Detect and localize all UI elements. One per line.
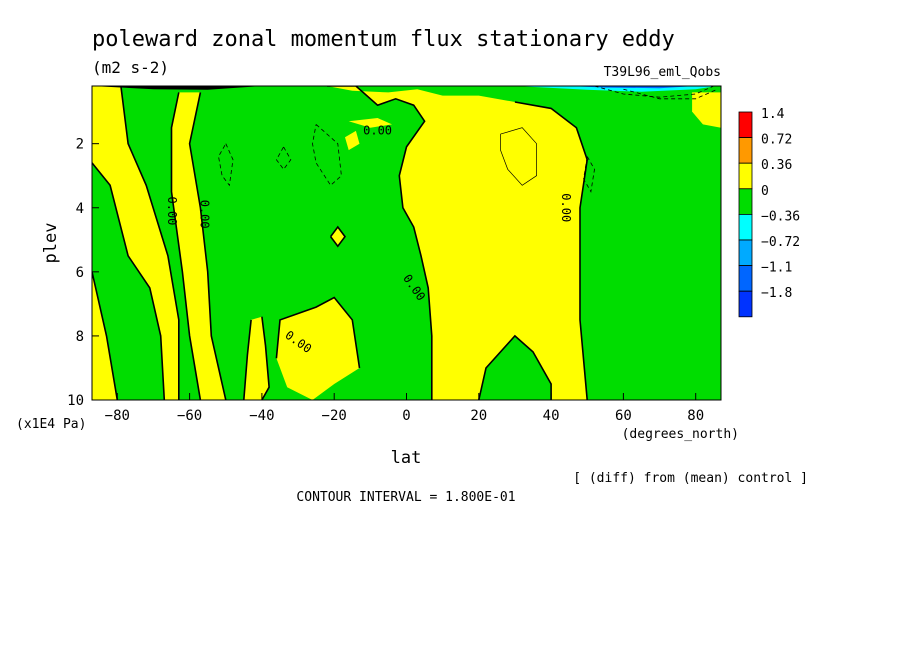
- y-tick-label-3: 8: [76, 329, 84, 345]
- legend-level-7: −1.8: [761, 286, 792, 301]
- x-tick-label-3: −20: [322, 408, 347, 424]
- chart-title: poleward zonal momentum flux stationary …: [92, 27, 675, 52]
- contour-line-11: [329, 225, 347, 248]
- y-tick-label-0: 2: [76, 137, 84, 153]
- legend-swatch-4: [738, 213, 753, 241]
- x-tick-label-1: −60: [177, 408, 202, 424]
- contour-line-12: [218, 143, 234, 187]
- legend-swatch-1: [738, 137, 753, 164]
- contour-label-1: 0.00: [165, 197, 179, 226]
- plot-area: 0.000.00 0.00 0.000.000.00: [91, 85, 722, 401]
- footnote: [ (diff) from (mean) control ]: [573, 471, 808, 486]
- surface-band: [92, 86, 718, 92]
- legend-level-0: 1.4: [761, 107, 785, 122]
- contour-label-3: 0.00: [559, 193, 573, 222]
- legend-level-3: 0: [761, 184, 769, 199]
- x-tick-label-6: 40: [543, 408, 560, 424]
- x-tick-label-5: 20: [470, 408, 487, 424]
- y-tick-label-1: 4: [76, 201, 84, 217]
- chart-units: (m2 s-2): [92, 58, 169, 77]
- legend-level-1: 0.72: [761, 133, 792, 148]
- contour-line-10: [514, 101, 589, 400]
- y-tick-label-4: 10: [67, 393, 84, 409]
- contour-line-18: [500, 127, 537, 186]
- contour-line-3: [188, 92, 227, 400]
- contour-line-7: [243, 319, 252, 400]
- legend-swatch-0: [738, 111, 753, 139]
- experiment-label: T39L96_eml_Qobs: [604, 65, 721, 80]
- y-axis-label: plev: [41, 223, 61, 264]
- legend-swatch-3: [738, 188, 753, 215]
- positive-region-5: [327, 86, 588, 400]
- legend-swatch-7: [738, 290, 753, 318]
- contour-lines: [92, 86, 718, 400]
- x-tick-label-8: 80: [687, 408, 704, 424]
- positive-region-2: [171, 92, 226, 400]
- positive-region-0: [92, 86, 118, 400]
- contour-line-13: [275, 146, 292, 170]
- contour-line-15: [583, 156, 595, 193]
- legend-level-4: −0.36: [761, 209, 800, 224]
- x-tick-label-4: 0: [402, 408, 410, 424]
- x-tick-label-7: 60: [615, 408, 632, 424]
- legend-swatch-6: [738, 265, 753, 292]
- legend-level-6: −1.1: [761, 261, 792, 276]
- contour-label-0: 0.00: [363, 123, 392, 137]
- y-axis-ticks: 2 4 6 8 10: [67, 137, 99, 409]
- contour-interval: CONTOUR INTERVAL = 1.800E-01: [296, 490, 515, 505]
- color-legend: 1.4 0.72 0.36 0 −0.36 −0.72 −1.1 −1.8: [738, 107, 800, 318]
- contour-line-6: [261, 316, 270, 400]
- contour-line-17: [594, 86, 714, 98]
- contour-line-1: [120, 86, 180, 400]
- contour-line-8: [327, 86, 433, 400]
- x-axis-label: lat: [391, 448, 422, 468]
- contour-line-2: [92, 162, 166, 400]
- legend-swatch-5: [738, 239, 753, 267]
- positive-region-1: [92, 86, 179, 400]
- contour-line-9: [478, 334, 552, 400]
- y-tick-label-2: 6: [76, 265, 84, 281]
- positive-region-8: [345, 130, 360, 151]
- legend-level-2: 0.36: [761, 158, 792, 173]
- contour-line-14: [312, 124, 342, 186]
- surface-band-dark: [92, 86, 262, 90]
- y-axis-units: (x1E4 Pa): [16, 417, 86, 432]
- x-tick-label-2: −40: [249, 408, 274, 424]
- positive-region-7: [348, 118, 392, 128]
- legend-swatch-2: [738, 162, 753, 190]
- x-axis-units: (degrees_north): [622, 427, 739, 442]
- positive-regions: [92, 86, 721, 400]
- contour-line-5: [275, 296, 361, 369]
- negative-core-blue: [569, 86, 696, 89]
- positive-region-9: [692, 92, 721, 128]
- x-axis-ticks: −80 −60 −40 −20 0 20 40 60 80: [105, 393, 704, 424]
- positive-region-3: [243, 316, 270, 400]
- contour-label-2: 0.00: [198, 200, 212, 229]
- x-tick-label-0: −80: [105, 408, 130, 424]
- contour-line-16: [623, 88, 718, 100]
- contour-line-4: [170, 92, 202, 400]
- positive-region-4: [276, 297, 360, 400]
- contour-line-0: [92, 271, 119, 400]
- legend-level-5: −0.72: [761, 235, 800, 250]
